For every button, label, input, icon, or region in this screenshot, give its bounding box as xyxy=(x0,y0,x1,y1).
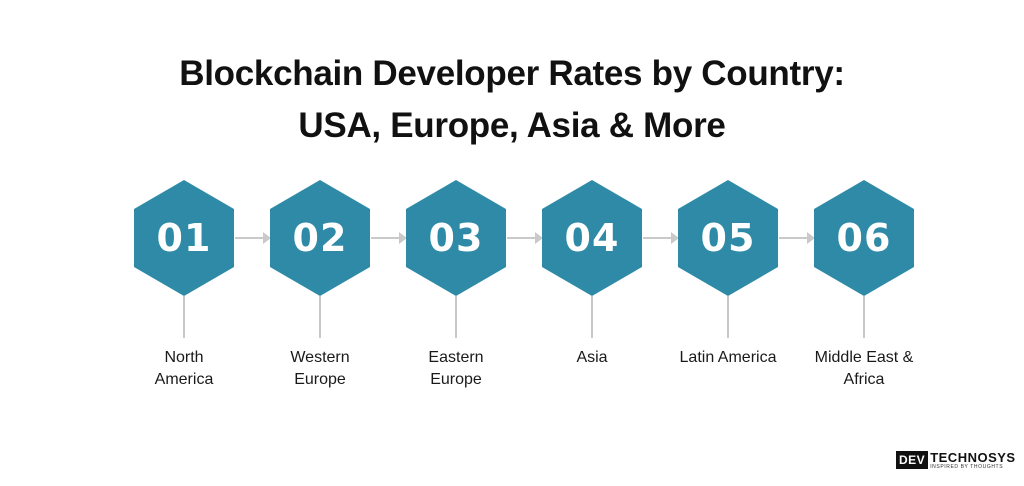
step-hexagon-4: 04 xyxy=(542,180,642,296)
connector-4-5 xyxy=(643,237,673,239)
connector-3-4 xyxy=(507,237,537,239)
logo-tagline: INSPIRED BY THOUGHTS xyxy=(930,463,1004,470)
step-label-4: Asia xyxy=(522,347,662,369)
step-label-line: America xyxy=(154,371,214,388)
step-label-line: Latin America xyxy=(679,349,777,366)
step-stem-5 xyxy=(727,296,729,338)
arrowhead-3-4 xyxy=(535,232,543,244)
step-stem-6 xyxy=(863,296,865,338)
connector-5-6 xyxy=(779,237,809,239)
step-number: 05 xyxy=(700,216,756,260)
step-number: 03 xyxy=(428,216,484,260)
brand-logo: DEV TECHNOSYS INSPIRED BY THOUGHTS xyxy=(896,449,1016,471)
step-label-6: Middle East & Africa xyxy=(794,347,934,391)
step-label-3: Eastern Europe xyxy=(386,347,526,391)
hexagon-shape xyxy=(814,180,914,296)
step-label-line: Eastern xyxy=(428,349,484,366)
arrowhead-5-6 xyxy=(807,232,815,244)
title-line-2: USA, Europe, Asia & More xyxy=(298,106,726,145)
step-stem-3 xyxy=(455,296,457,338)
step-label-line: North xyxy=(164,349,204,366)
hexagon-shape xyxy=(134,180,234,296)
logo-box: DEV xyxy=(896,451,929,469)
step-label-line: Africa xyxy=(843,371,885,388)
connector-2-3 xyxy=(371,237,401,239)
step-hexagon-5: 05 xyxy=(678,180,778,296)
step-label-line: Asia xyxy=(576,349,608,366)
step-label-line: Western xyxy=(290,349,350,366)
step-label-1: North America xyxy=(114,347,254,391)
step-hexagon-2: 02 xyxy=(270,180,370,296)
step-number: 06 xyxy=(836,216,892,260)
step-stem-1 xyxy=(183,296,185,338)
step-hexagon-6: 06 xyxy=(814,180,914,296)
step-number: 01 xyxy=(156,216,212,260)
step-label-2: Western Europe xyxy=(250,347,390,391)
page-title: Blockchain Developer Rates by Country: U… xyxy=(0,48,1024,152)
step-stem-4 xyxy=(591,296,593,338)
hexagon-shape xyxy=(542,180,642,296)
step-number: 04 xyxy=(564,216,620,260)
step-hexagon-1: 01 xyxy=(134,180,234,296)
hexagon-shape xyxy=(270,180,370,296)
step-label-line: Europe xyxy=(294,371,346,388)
step-label-line: Europe xyxy=(430,371,482,388)
title-line-1: Blockchain Developer Rates by Country: xyxy=(179,54,845,93)
connector-1-2 xyxy=(235,237,265,239)
arrowhead-2-3 xyxy=(399,232,407,244)
step-label-line: Middle East & xyxy=(814,349,914,366)
step-hexagon-3: 03 xyxy=(406,180,506,296)
arrowhead-1-2 xyxy=(263,232,271,244)
logo-text: TECHNOSYS INSPIRED BY THOUGHTS xyxy=(930,451,1015,470)
step-number: 02 xyxy=(292,216,348,260)
hexagon-shape xyxy=(406,180,506,296)
step-label-5: Latin America xyxy=(658,347,798,369)
step-stem-2 xyxy=(319,296,321,338)
arrowhead-4-5 xyxy=(671,232,679,244)
logo-main-text: TECHNOSYS xyxy=(930,449,1016,465)
hexagon-shape xyxy=(678,180,778,296)
